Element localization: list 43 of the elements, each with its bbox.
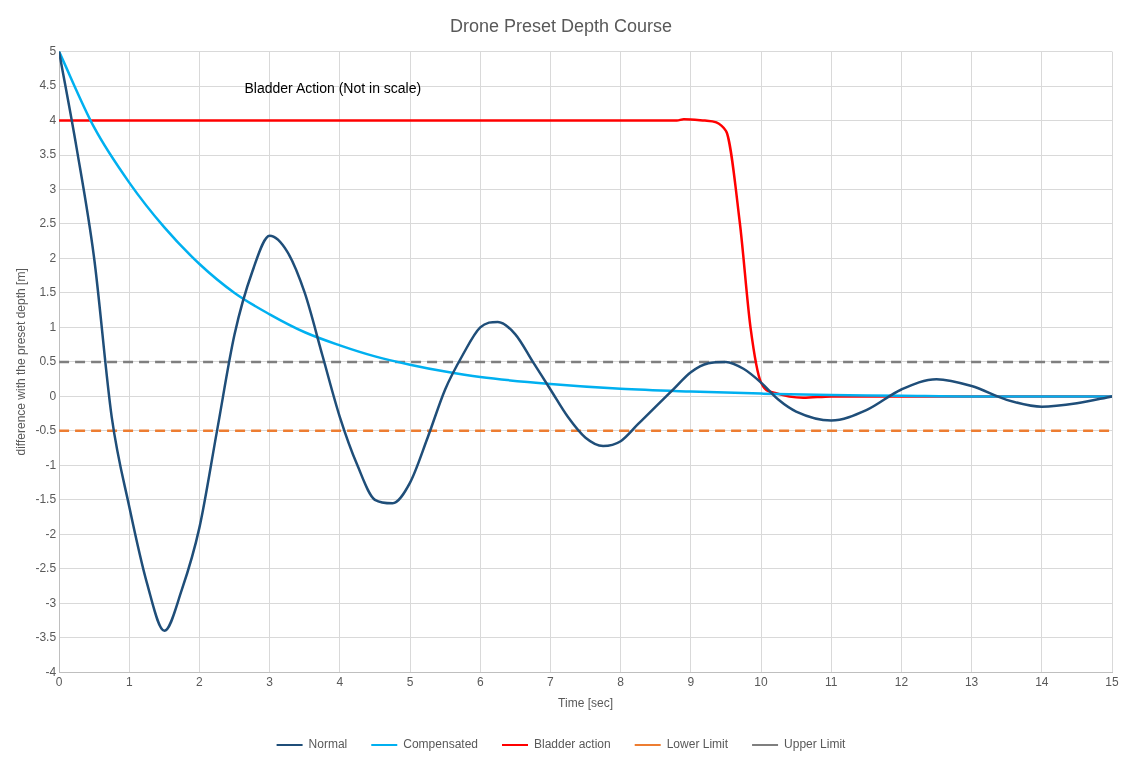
x-tick-label: 5 — [406, 674, 414, 689]
y-tick-label: 3 — [49, 181, 57, 196]
y-tick-label: -0.5 — [35, 423, 57, 438]
y-tick-label: 5 — [49, 43, 57, 58]
x-tick-label: 12 — [894, 674, 909, 689]
y-tick-label: -1.5 — [35, 492, 57, 507]
y-tick-label: 2.5 — [39, 216, 57, 231]
x-tick-label: 9 — [687, 674, 695, 689]
y-tick-label: 4 — [49, 112, 57, 127]
x-tick-label: 15 — [1105, 674, 1119, 689]
y-tick-label: 1.5 — [39, 285, 57, 300]
y-tick-label: -3 — [45, 595, 57, 610]
y-tick-label: 2 — [49, 250, 57, 265]
x-axis-title: Time [sec] — [558, 696, 613, 711]
x-tick-label: 1 — [125, 674, 133, 689]
x-tick-label: 6 — [476, 674, 484, 689]
x-tick-label: 11 — [824, 674, 838, 689]
y-tick-label: 4.5 — [39, 78, 57, 93]
x-tick-label: 7 — [547, 674, 555, 689]
x-tick-label: 8 — [617, 674, 625, 689]
y-axis-title: difference with the preset depth [m] — [13, 268, 28, 456]
x-tick-label: 3 — [266, 674, 274, 689]
y-tick-label: 0 — [49, 388, 57, 403]
x-tick-label: 10 — [754, 674, 769, 689]
legend-label: Compensated — [403, 737, 478, 752]
x-tick-label: 4 — [336, 674, 344, 689]
y-tick-label: -4 — [45, 664, 57, 679]
y-tick-label: -1 — [45, 457, 57, 472]
legend-label: Lower Limit — [666, 737, 729, 752]
legend-label: Upper Limit — [784, 737, 847, 752]
x-tick-label: 2 — [196, 674, 204, 689]
y-tick-label: -2.5 — [35, 561, 57, 576]
y-tick-label: 3.5 — [39, 147, 57, 162]
y-tick-label: -2 — [45, 526, 57, 541]
legend-label: Normal — [308, 737, 348, 752]
legend-label: Bladder action — [533, 737, 611, 752]
y-tick-label: -3.5 — [35, 630, 57, 645]
annotation: Bladder Action (Not in scale) — [244, 79, 422, 96]
y-tick-label: 0.5 — [39, 354, 57, 369]
x-tick-label: 14 — [1035, 674, 1049, 689]
y-tick-label: 1 — [49, 319, 57, 334]
x-tick-label: 13 — [964, 674, 979, 689]
chart-title: Drone Preset Depth Course — [449, 15, 673, 36]
